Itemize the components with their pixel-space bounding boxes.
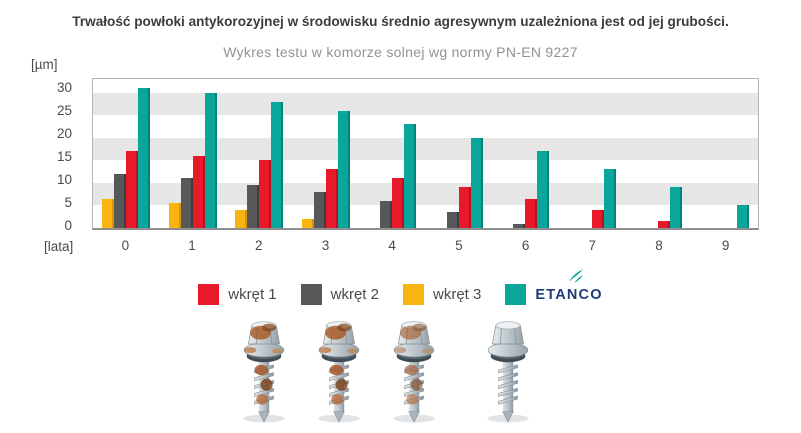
bar-etanco-year-1 [204,92,217,228]
grid-band-25-30 [93,92,758,116]
legend-item-wkret-2: wkręt 2 [300,283,379,305]
bar-wkret-3-year-2 [235,209,248,228]
bar-group-year-3 [301,79,350,228]
x-tick-6: 6 [521,238,530,253]
bar-wkret-2-year-2 [247,185,260,228]
bar-wkret-1-year-4 [392,178,405,228]
legend-label: wkręt 3 [433,285,482,303]
bar-group-year-7 [568,79,616,228]
bar-wkret-2-year-5 [446,212,459,228]
legend-swatch-etanco [505,283,527,305]
legend-item-wkret-3: wkręt 3 [403,283,482,305]
bar-wkret-2-year-0 [114,173,127,228]
chart-subtitle: Wykres testu w komorze solnej wg normy P… [223,44,578,60]
x-tick-5: 5 [455,238,463,253]
bar-group-year-9 [701,79,749,228]
y-axis-tick-labels: 0 5 10 15 20 25 30 [0,78,84,233]
bar-wkret-1-year-2 [259,160,272,228]
bar-etanco-year-5 [470,137,483,228]
y-tick-0: 0 [64,218,72,233]
screw-photo-1 [238,312,290,428]
x-tick-1: 1 [188,238,196,253]
legend-item-wkret-1: wkręt 1 [198,283,277,305]
bar-wkret-3-year-3 [301,218,314,228]
bar-wkret-3-year-0 [102,198,115,228]
bar-group-year-0 [102,79,151,228]
screw-photo-3 [388,312,440,428]
etanco-logo-text: ETANCO [535,287,603,303]
bar-wkret-1-year-8 [658,221,671,228]
page-title: Trwałość powłoki antykorozyjnej w środow… [72,14,729,29]
bar-wkret-3-year-1 [168,203,181,228]
x-tick-3: 3 [321,238,330,253]
bar-etanco-year-4 [404,124,417,228]
x-tick-4: 4 [388,238,396,253]
legend-swatch-wkret-3 [403,283,424,305]
etanco-flash-icon [567,269,585,284]
bar-wkret-1-year-0 [126,151,139,228]
x-axis-tick-labels: 0 1 2 3 4 5 6 7 8 9 [92,238,759,253]
legend-swatch-wkret-2 [300,283,322,305]
bar-etanco-year-0 [138,88,151,228]
chart-legend: wkręt 1 wkręt 2 wkręt 3 ETANCO [0,269,801,311]
screw-photos-row [0,312,801,430]
etanco-logo: ETANCO [535,269,603,304]
bar-wkret-1-year-5 [458,187,471,228]
screw-photo-4 [482,312,534,428]
y-tick-25: 25 [56,102,72,118]
bar-group-year-6 [501,79,550,228]
bar-wkret-2-year-4 [380,200,393,228]
x-tick-9: 9 [721,238,730,253]
bar-etanco-year-7 [603,169,616,228]
legend-swatch-wkret-1 [198,283,220,305]
x-tick-2: 2 [255,238,263,253]
bar-etanco-year-3 [337,110,350,228]
plot-area [92,78,759,230]
bar-wkret-2-year-6 [513,223,526,228]
bar-wkret-1-year-3 [325,169,338,228]
bar-group-year-2 [235,79,284,228]
bar-group-year-4 [368,79,417,228]
y-tick-30: 30 [56,79,72,95]
bar-wkret-2-year-3 [313,191,326,228]
bar-etanco-year-9 [736,205,749,228]
bar-wkret-1-year-1 [192,155,205,228]
bar-wkret-1-year-6 [525,198,538,228]
bar-wkret-1-year-7 [591,209,604,228]
y-tick-20: 20 [56,125,72,141]
bar-wkret-2-year-1 [180,178,193,228]
screw-photo-2 [313,312,365,428]
y-tick-15: 15 [56,148,72,164]
bar-etanco-year-6 [537,151,550,228]
legend-item-etanco: ETANCO [505,269,603,305]
x-tick-8: 8 [655,238,663,253]
bar-groups [93,79,758,228]
bar-group-year-1 [168,79,217,228]
bar-etanco-year-2 [271,101,284,228]
bar-group-year-8 [634,79,683,228]
y-tick-10: 10 [56,171,72,187]
legend-label: wkręt 2 [330,285,379,303]
bar-etanco-year-8 [670,187,683,228]
x-tick-0: 0 [121,238,130,253]
x-axis-unit-label: [lata] [44,239,74,254]
y-axis-unit-label: [µm] [31,57,58,72]
grid-band-15-20 [93,137,758,161]
legend-label: wkręt 1 [228,285,277,303]
y-tick-5: 5 [64,194,72,210]
bar-group-year-5 [435,79,483,228]
x-tick-7: 7 [588,238,597,253]
